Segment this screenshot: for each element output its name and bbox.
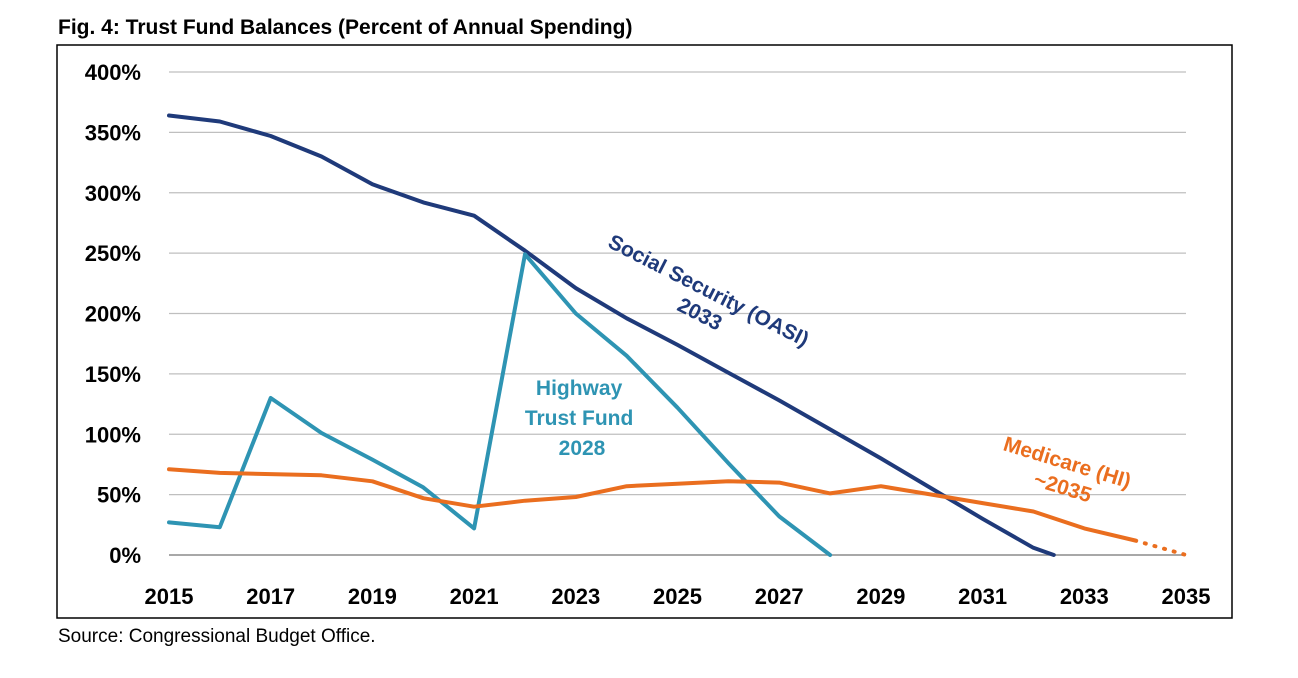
y-tick-label: 250% <box>85 241 141 266</box>
y-tick-label: 0% <box>109 543 141 568</box>
y-tick-label: 400% <box>85 60 141 85</box>
y-tick-label: 50% <box>97 483 141 508</box>
x-tick-label: 2035 <box>1162 584 1211 609</box>
series-lines <box>167 113 1188 557</box>
y-tick-label: 150% <box>85 362 141 387</box>
chart-title: Fig. 4: Trust Fund Balances (Percent of … <box>58 16 633 39</box>
oasi-annotation-line: Social Security (OASI) <box>604 230 812 351</box>
x-tick-label: 2033 <box>1060 584 1109 609</box>
x-axis-ticks: 2015 2017 2019 2021 2023 2025 2027 2029 2031 2033… <box>145 584 1211 609</box>
y-tick-label: 200% <box>85 302 141 327</box>
gridlines <box>169 71 1186 556</box>
plot-frame <box>56 44 1233 619</box>
source-note: Source: Congressional Budget Office. <box>58 626 376 647</box>
series-line-medicare-hi-projected <box>1133 538 1188 557</box>
x-tick-label: 2025 <box>653 584 702 609</box>
htf-annotation: Highway Trust Fund 2028 <box>525 377 639 460</box>
x-tick-label: 2023 <box>551 584 600 609</box>
series-line-highway-trust-fund <box>167 252 833 557</box>
y-tick-label: 350% <box>85 120 141 145</box>
x-tick-label: 2021 <box>450 584 499 609</box>
hi-annotation: Medicare (HI) ~2035 <box>993 433 1139 519</box>
x-tick-label: 2029 <box>856 584 905 609</box>
htf-annotation-line: Highway <box>536 377 623 400</box>
x-tick-label: 2019 <box>348 584 397 609</box>
x-tick-label: 2015 <box>145 584 194 609</box>
htf-annotation-line: Trust Fund <box>525 407 634 430</box>
y-tick-label: 100% <box>85 422 141 447</box>
x-tick-label: 2017 <box>246 584 295 609</box>
y-axis-ticks: 0% 50% 100% 150% 200% 250% 300% 350% 400% <box>85 60 141 568</box>
series-line-social-security-oasi <box>167 113 1056 557</box>
x-tick-label: 2031 <box>958 584 1007 609</box>
y-tick-label: 300% <box>85 181 141 206</box>
series-line-medicare-hi <box>167 467 1138 543</box>
x-tick-label: 2027 <box>755 584 804 609</box>
htf-annotation-line: 2028 <box>559 437 606 460</box>
